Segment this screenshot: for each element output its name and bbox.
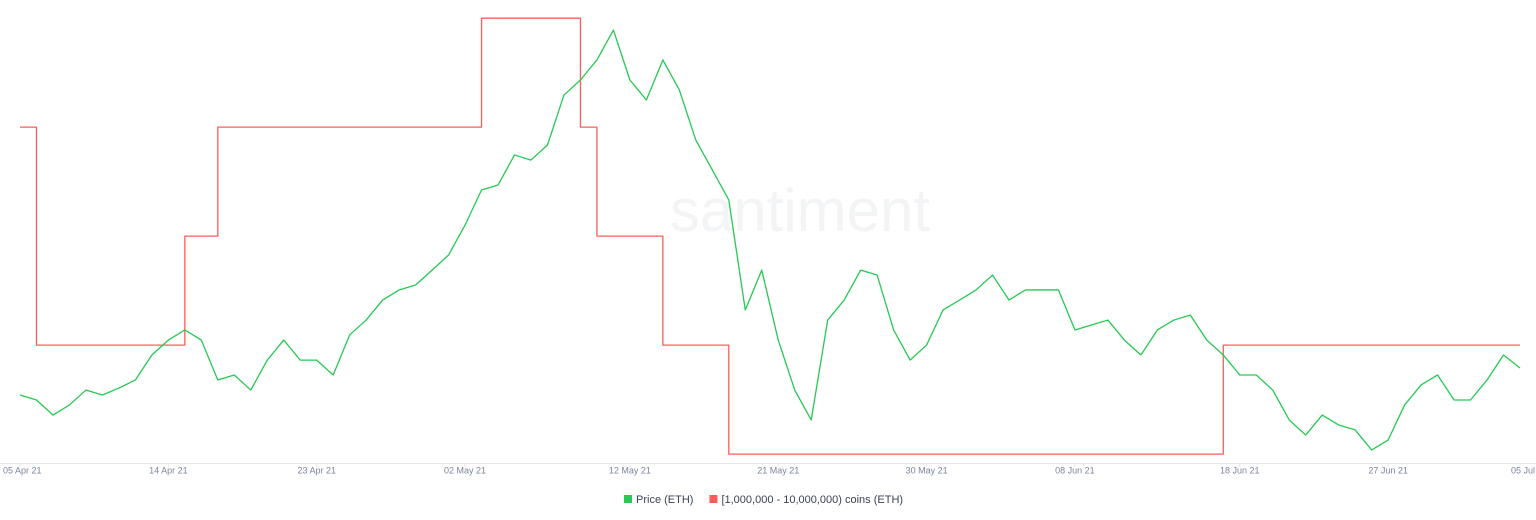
x-tick-label: 14 Apr 21 bbox=[149, 465, 188, 475]
watermark: santiment bbox=[670, 177, 930, 244]
series-line bbox=[20, 17, 1520, 455]
legend-label: [1,000,000 - 10,000,000) coins (ETH) bbox=[721, 494, 903, 506]
series-line bbox=[19, 29, 1521, 451]
x-tick-label: 02 May 21 bbox=[444, 465, 486, 475]
x-tick-label: 12 May 21 bbox=[609, 465, 651, 475]
x-tick-label: 08 Jun 21 bbox=[1055, 465, 1095, 475]
x-tick-label: 27 Jun 21 bbox=[1368, 465, 1408, 475]
legend-swatch bbox=[709, 495, 718, 503]
x-tick-label: 30 May 21 bbox=[906, 465, 948, 475]
x-tick-label: 05 Jul bbox=[1511, 465, 1535, 475]
x-tick-label: 23 Apr 21 bbox=[297, 465, 336, 475]
legend-swatch bbox=[624, 495, 632, 503]
x-tick-label: 05 Apr 21 bbox=[3, 465, 42, 475]
x-tick-label: 21 May 21 bbox=[757, 465, 799, 475]
x-tick-label: 18 Jun 21 bbox=[1220, 465, 1260, 475]
legend-label: Price (ETH) bbox=[636, 494, 693, 506]
